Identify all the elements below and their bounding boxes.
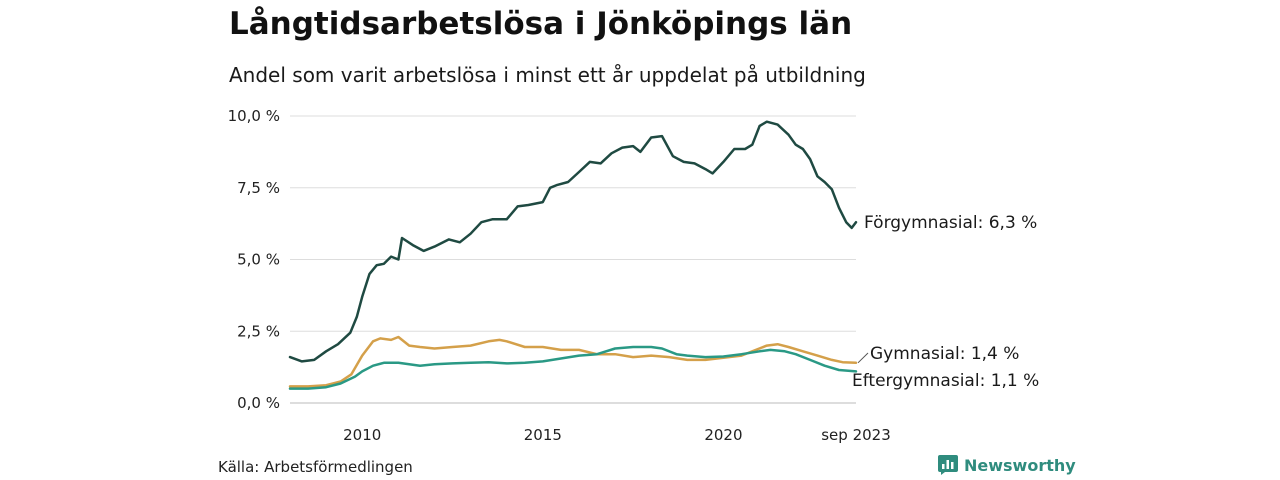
series-labels: Förgymnasial: 6,3 % Gymnasial: 1,4 % Efter…	[852, 213, 1039, 391]
series-label-eftergymnasial: Eftergymnasial: 1,1 %	[852, 371, 1039, 391]
x-tick-label: sep 2023	[821, 426, 891, 444]
y-tick-label: 2,5 %	[237, 322, 280, 340]
series-line-gymnasial	[288, 335, 858, 388]
series-label-gymnasial: Gymnasial: 1,4 %	[870, 344, 1019, 364]
y-axis-ticks: 0,0 % 2,5 % 5,0 % 7,5 % 10,0 %	[228, 107, 280, 412]
series-line-förgymnasial	[288, 120, 858, 363]
y-tick-label: 0,0 %	[237, 394, 280, 412]
brand-name: Newsworthy	[964, 455, 1076, 475]
y-tick-label: 5,0 %	[237, 251, 280, 269]
y-tick-label: 7,5 %	[237, 179, 280, 197]
brand-logo[interactable]: Newsworthy	[938, 455, 1076, 475]
series-line-eftergymnasial	[288, 345, 858, 390]
chart-subtitle: Andel som varit arbetslösa i minst ett å…	[229, 63, 866, 87]
y-tick-label: 10,0 %	[228, 107, 280, 125]
chart-title: Långtidsarbetslösa i Jönköpings län	[229, 6, 853, 42]
series-label-förgymnasial: Förgymnasial: 6,3 %	[864, 213, 1037, 233]
x-tick-label: 2015	[524, 426, 562, 444]
bar-chart-icon	[938, 455, 958, 475]
source-note: Källa: Arbetsförmedlingen	[218, 458, 413, 476]
x-axis-ticks: 2010 2015 2020 sep 2023	[343, 426, 891, 444]
series-lines	[288, 120, 858, 390]
x-tick-label: 2020	[704, 426, 742, 444]
gridlines	[290, 115, 856, 404]
label-leader	[857, 352, 869, 364]
x-tick-label: 2010	[343, 426, 381, 444]
